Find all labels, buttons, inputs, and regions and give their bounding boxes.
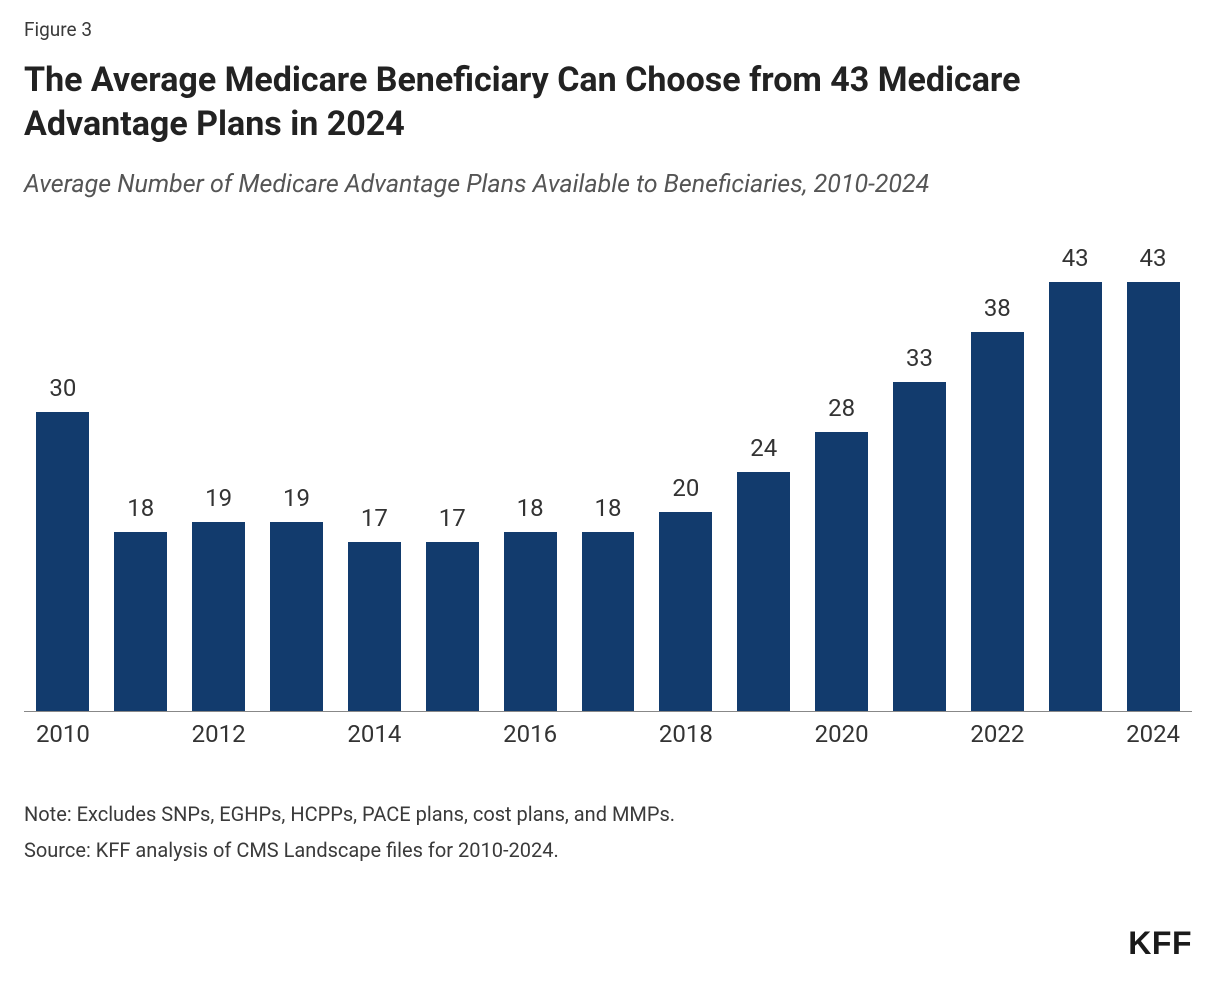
bar-group: 38 [971, 332, 1024, 712]
bar [893, 382, 946, 712]
chart-source: Source: KFF analysis of CMS Landscape fi… [24, 838, 1192, 862]
bar-group: 19 [270, 522, 323, 712]
bar-value-label: 17 [426, 504, 479, 542]
x-axis-tick-label: 2018 [659, 720, 713, 748]
chart-title: The Average Medicare Beneficiary Can Cho… [24, 59, 1124, 146]
chart-note: Note: Excludes SNPs, EGHPs, HCPPs, PACE … [24, 802, 1192, 826]
bars-container: 301819191717181820242833384343 [24, 232, 1192, 712]
bar-group: 18 [114, 532, 167, 712]
bar-group: 20 [659, 512, 712, 712]
chart-subtitle: Average Number of Medicare Advantage Pla… [24, 168, 1124, 202]
bar-value-label: 38 [971, 294, 1024, 332]
bar-group: 17 [348, 542, 401, 712]
x-axis-tick-label: 2014 [347, 720, 401, 748]
bar-value-label: 18 [114, 494, 167, 532]
bar [1127, 282, 1180, 712]
bar-value-label: 17 [348, 504, 401, 542]
bar [582, 532, 635, 712]
bar-group: 43 [1127, 282, 1180, 712]
bar-value-label: 19 [270, 484, 323, 522]
bar [737, 472, 790, 712]
bar [426, 542, 479, 712]
bar [1049, 282, 1102, 712]
bar-value-label: 24 [737, 434, 790, 472]
bar-group: 18 [582, 532, 635, 712]
bar [971, 332, 1024, 712]
bar-group: 28 [815, 432, 868, 712]
bar [348, 542, 401, 712]
bar [270, 522, 323, 712]
bar-value-label: 20 [659, 474, 712, 512]
kff-logo: KFF [1128, 925, 1192, 962]
x-axis-tick-label: 2022 [970, 720, 1024, 748]
bar-value-label: 28 [815, 394, 868, 432]
x-axis-tick-label: 2024 [1126, 720, 1180, 748]
bar-group: 19 [192, 522, 245, 712]
bar [114, 532, 167, 712]
x-axis-tick-label: 2010 [36, 720, 90, 748]
bar [659, 512, 712, 712]
x-axis-tick-label: 2020 [815, 720, 869, 748]
bar-group: 24 [737, 472, 790, 712]
x-axis-tick-label: 2012 [192, 720, 246, 748]
bar-value-label: 19 [192, 484, 245, 522]
bar-value-label: 43 [1127, 244, 1180, 282]
x-axis: 2010 2012 2014 2016 2018 2020 2022 2024 [24, 712, 1192, 752]
bar [504, 532, 557, 712]
bar [815, 432, 868, 712]
bar-value-label: 18 [504, 494, 557, 532]
bar-group: 33 [893, 382, 946, 712]
chart-footer: Note: Excludes SNPs, EGHPs, HCPPs, PACE … [24, 802, 1192, 862]
bar-group: 30 [36, 412, 89, 712]
bar-group: 18 [504, 532, 557, 712]
bar-group: 17 [426, 542, 479, 712]
bar [36, 412, 89, 712]
plot-region: 301819191717181820242833384343 [24, 232, 1192, 712]
chart-area: 301819191717181820242833384343 201020122… [24, 232, 1192, 756]
bar-group: 43 [1049, 282, 1102, 712]
bar [192, 522, 245, 712]
bar-value-label: 43 [1049, 244, 1102, 282]
bar-value-label: 30 [36, 374, 89, 412]
figure-label: Figure 3 [24, 18, 1192, 41]
bar-value-label: 18 [582, 494, 635, 532]
x-axis-tick-label: 2016 [503, 720, 557, 748]
bar-value-label: 33 [893, 344, 946, 382]
